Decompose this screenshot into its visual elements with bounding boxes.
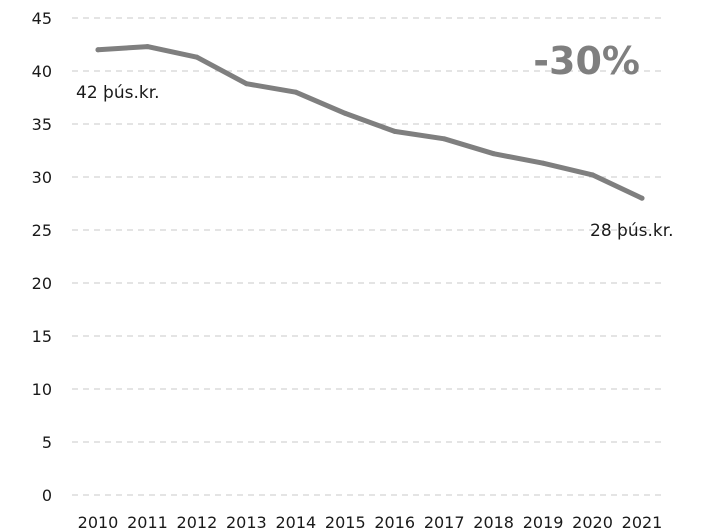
end-value-label: 28 þús.kr. xyxy=(590,221,674,241)
x-tick-label: 2020 xyxy=(572,513,613,532)
x-tick-label: 2014 xyxy=(275,513,316,532)
x-tick-label: 2017 xyxy=(424,513,465,532)
y-tick-label: 0 xyxy=(42,486,52,505)
x-tick-label: 2013 xyxy=(226,513,267,532)
y-tick-label: 20 xyxy=(32,274,52,293)
y-tick-label: 45 xyxy=(32,9,52,28)
x-tick-label: 2012 xyxy=(177,513,218,532)
y-tick-label: 5 xyxy=(42,433,52,452)
data-point xyxy=(194,54,200,60)
data-point xyxy=(639,195,645,201)
data-point xyxy=(392,128,398,134)
data-point xyxy=(95,47,101,53)
x-tick-label: 2016 xyxy=(374,513,415,532)
data-point xyxy=(342,110,348,116)
y-tick-label: 35 xyxy=(32,115,52,134)
x-tick-label: 2010 xyxy=(78,513,119,532)
gridlines xyxy=(72,17,664,496)
data-point xyxy=(144,44,150,50)
x-tick-label: 2018 xyxy=(473,513,514,532)
x-axis-ticks: 2010 2011 2012 2013 2014 2015 2016 2017 2018 2019… xyxy=(78,513,663,532)
change-percent-label: -30% xyxy=(533,39,640,83)
data-point xyxy=(491,151,497,157)
y-tick-label: 25 xyxy=(32,221,52,240)
x-tick-label: 2015 xyxy=(325,513,366,532)
data-point xyxy=(293,89,299,95)
data-point xyxy=(441,136,447,142)
data-point xyxy=(590,172,596,178)
data-point xyxy=(243,81,249,87)
y-tick-label: 40 xyxy=(32,62,52,81)
y-axis-ticks: 0 5 10 15 20 25 30 35 40 45 xyxy=(32,9,52,505)
series-line xyxy=(95,44,645,201)
data-point xyxy=(540,160,546,166)
data-points xyxy=(95,44,645,201)
y-tick-label: 15 xyxy=(32,327,52,346)
y-tick-label: 30 xyxy=(32,168,52,187)
x-tick-label: 2021 xyxy=(622,513,663,532)
start-value-label: 42 þús.kr. xyxy=(76,83,160,103)
x-tick-label: 2019 xyxy=(523,513,564,532)
x-tick-label: 2011 xyxy=(127,513,168,532)
y-tick-label: 10 xyxy=(32,380,52,399)
